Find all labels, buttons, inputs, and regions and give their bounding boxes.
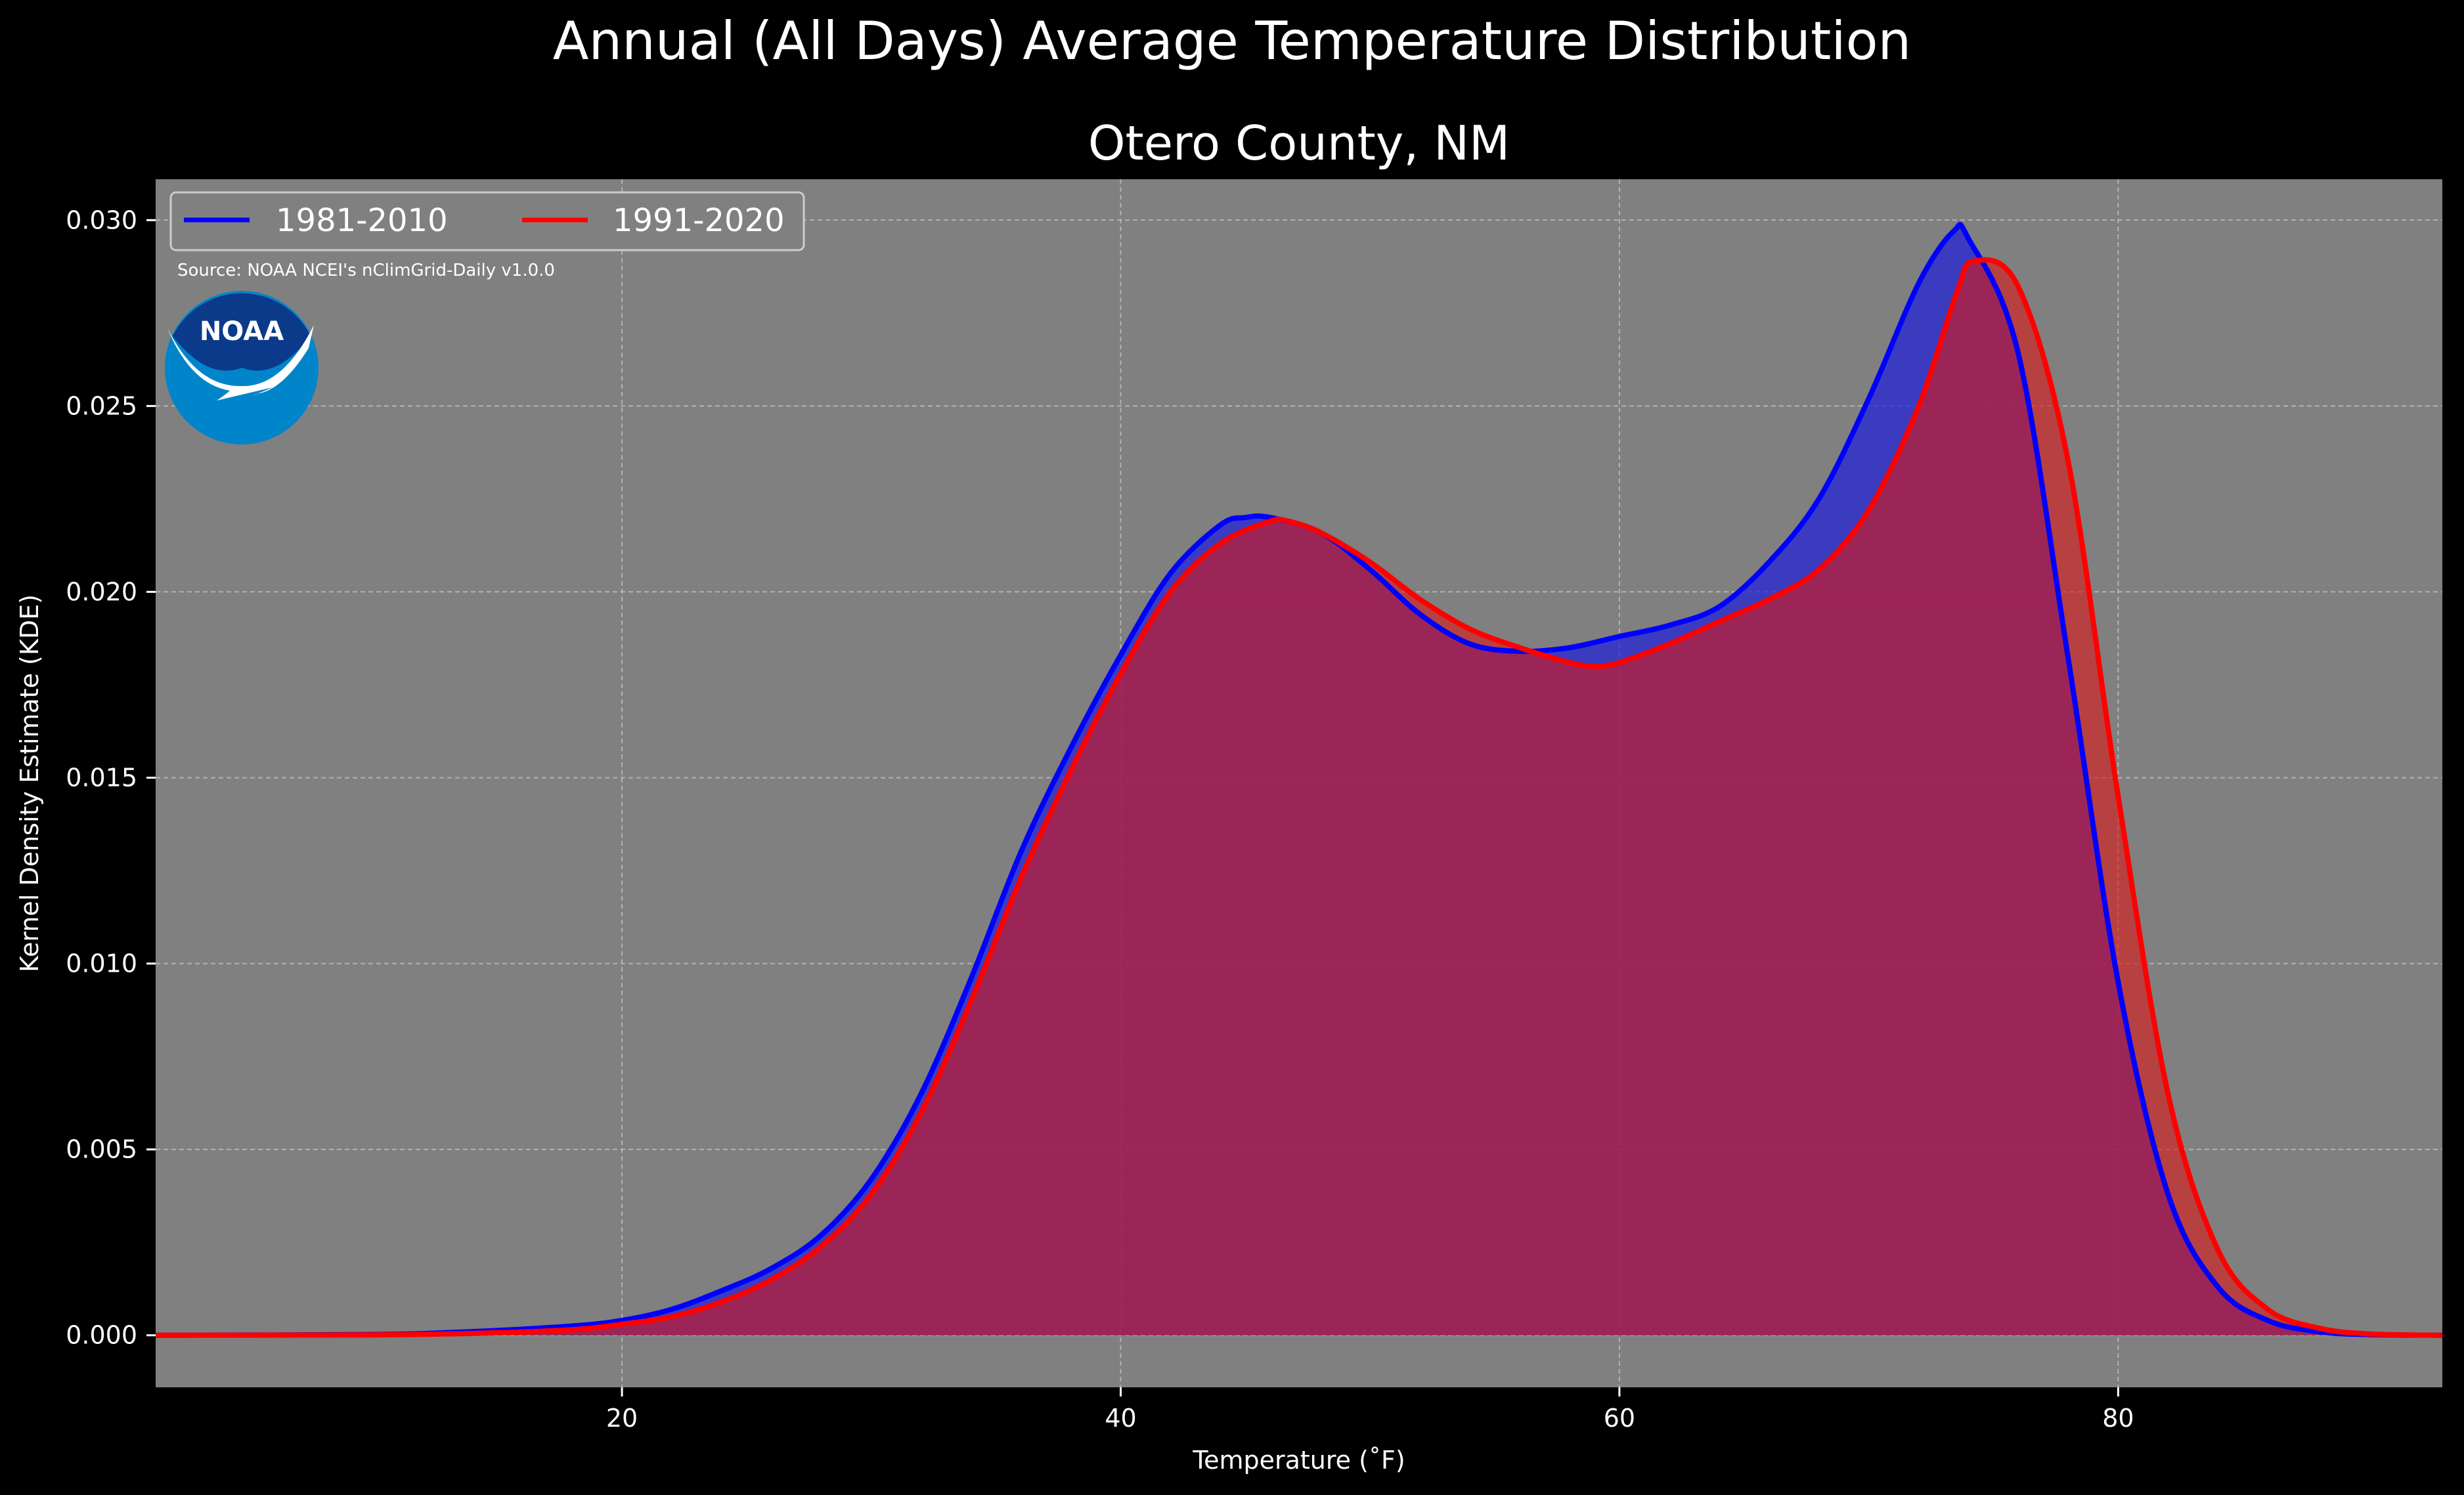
noaa-logo: NOAA <box>165 291 319 444</box>
chart-title: Otero County, NM <box>1088 116 1510 171</box>
series-1981-2010-line <box>155 221 2443 1338</box>
source-note: Source: NOAA NCEI's nClimGrid-Daily v1.0… <box>177 261 555 280</box>
series-1991-2020-line <box>155 257 2443 1338</box>
y-axis-label: Kernel Density Estimate (KDE) <box>15 594 44 972</box>
x-tick-label: 40 <box>1105 1404 1136 1433</box>
noaa-logo-dark-top <box>173 293 311 371</box>
chart-suptitle: Annual (All Days) Average Temperature Di… <box>553 11 1911 72</box>
y-tick-label: 0.000 <box>66 1321 137 1350</box>
legend-label-1991-2020: 1991-2020 <box>613 202 785 239</box>
x-tick-label: 80 <box>2102 1404 2134 1433</box>
series-lines <box>155 221 2443 1338</box>
y-tick-label: 0.005 <box>66 1135 137 1164</box>
legend-box <box>169 191 805 251</box>
legend: 1981-2010 1991-2020 <box>169 191 805 251</box>
y-tick-label: 0.030 <box>66 206 137 234</box>
x-tick-label: 60 <box>1604 1404 1635 1433</box>
noaa-logo-text: NOAA <box>200 316 284 347</box>
y-tick-label: 0.010 <box>66 949 137 978</box>
x-tick-label: 20 <box>606 1404 638 1433</box>
y-tick-label: 0.025 <box>66 391 137 420</box>
y-tick-label: 0.015 <box>66 764 137 792</box>
legend-label-1981-2010: 1981-2010 <box>276 202 448 239</box>
x-axis-label: Temperature (˚F) <box>1192 1446 1405 1475</box>
y-axis-ticks: 0.000 0.005 0.010 0.015 0.020 0.025 0.030 <box>66 206 156 1350</box>
series-1991-2020-area <box>156 259 2442 1335</box>
x-axis-ticks: 20 40 60 80 <box>606 1387 2134 1433</box>
noaa-logo-gull <box>167 325 314 401</box>
y-tick-label: 0.020 <box>66 577 137 606</box>
